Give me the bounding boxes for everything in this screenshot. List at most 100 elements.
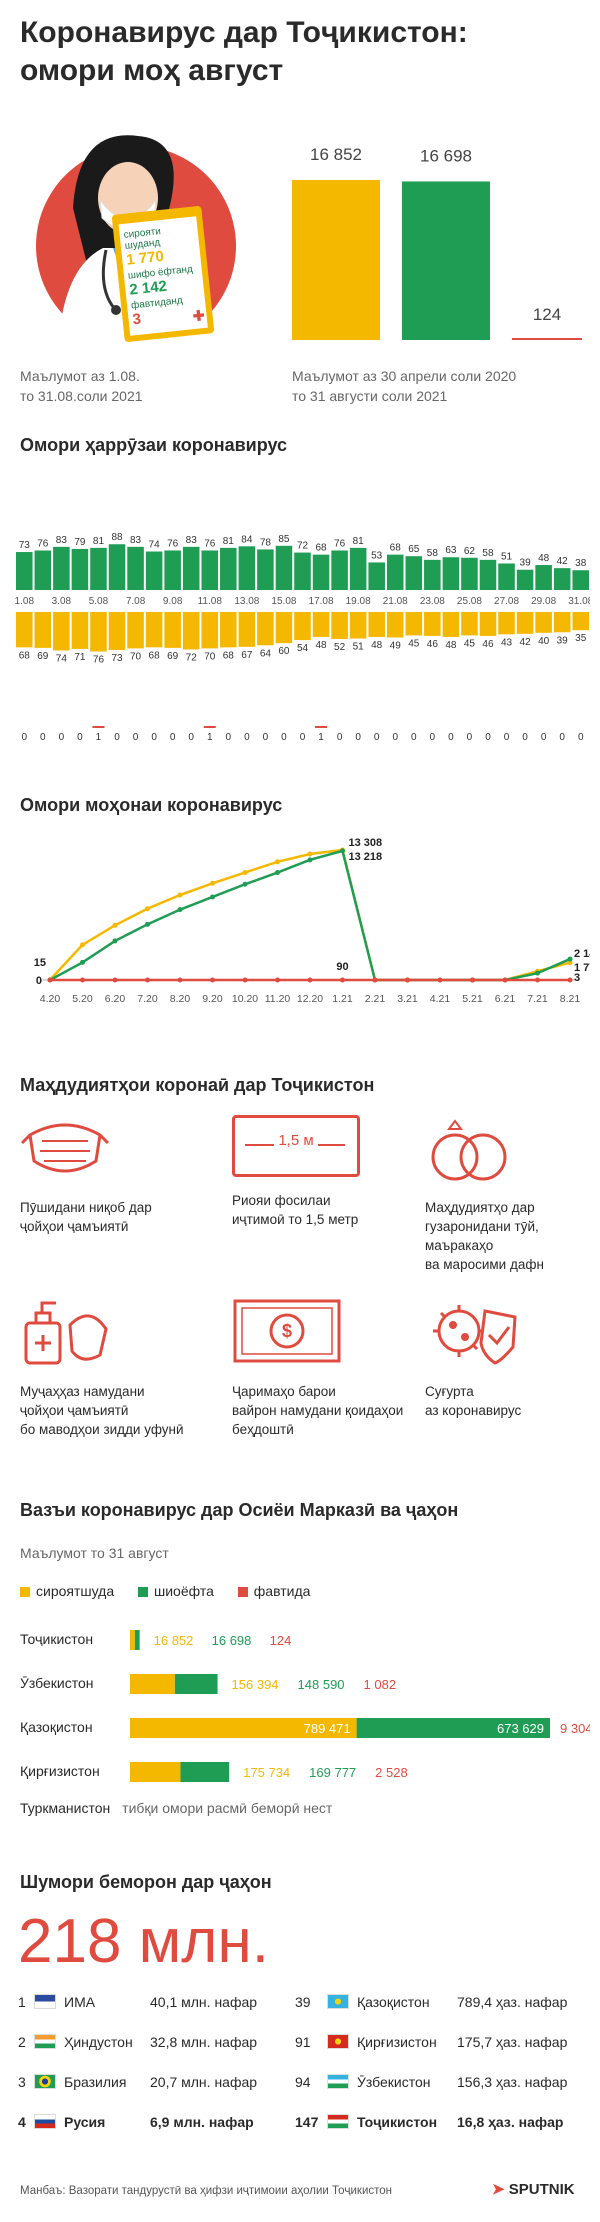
daily-recovered-bar [424, 559, 441, 590]
ca-deaths-value: 2 528 [375, 1765, 408, 1780]
monthly-x-label: 5.20 [72, 993, 93, 1005]
daily-recovered-label: 76 [167, 538, 179, 549]
monthly-x-label: 8.21 [560, 993, 581, 1005]
daily-infected-label: 45 [408, 638, 420, 649]
monthly-infected-line-point [210, 880, 215, 886]
daily-date-label: 27.08 [494, 596, 519, 607]
daily-infected-bar [349, 612, 367, 639]
daily-deaths-label: 1 [96, 732, 102, 743]
world-total: 218 млн. [18, 1907, 269, 1976]
daily-date-label: 3.08 [52, 596, 72, 607]
monthly-recovered-line-point [340, 848, 345, 854]
ca-infected-value: 789 471 [304, 1721, 351, 1736]
daily-recovered-bar [386, 554, 404, 590]
daily-recovered-bar [368, 562, 385, 590]
world-rank-number: 1 [18, 1994, 26, 2010]
world-country-name: Қазоқистон [357, 1994, 430, 2010]
daily-infected-label: 68 [149, 650, 161, 661]
world-ranking-right: 39 Қазоқистон 789,4 ҳаз. нафар 91 Қирғизисто… [295, 1990, 595, 2150]
daily-infected-bar [498, 612, 515, 635]
daily-recovered-label: 78 [260, 537, 272, 548]
monthly-infected-line [49, 848, 571, 982]
daily-deaths-label: 0 [244, 732, 250, 743]
monthly-deaths-line-point [535, 977, 540, 983]
daily-deaths-label: 0 [40, 732, 46, 743]
monthly-infected-line-point [145, 906, 150, 912]
daily-recovered-bar [71, 548, 89, 590]
legend-deaths: фавтида [253, 1583, 311, 1599]
flag-uz-icon [327, 2074, 349, 2089]
daily-deaths-label: 0 [541, 732, 547, 743]
daily-recovered-bar [108, 544, 126, 590]
daily-infected-label: 48 [445, 640, 457, 651]
restriction-fines: $ Ҷаримаҳо барои вайрон намудани қоидаҳо… [232, 1295, 412, 1439]
daily-recovered-bar [220, 547, 237, 590]
monthly-x-label: 4.20 [40, 993, 61, 1005]
daily-date-label: 1.08 [15, 596, 34, 607]
money-icon: $ [233, 1299, 341, 1363]
daily-infected-label: 70 [130, 651, 142, 662]
daily-infected-bar [220, 612, 237, 648]
world-rank-row: 4 Русия 6,9 млн. нафар [18, 2110, 288, 2150]
daily-deaths-label: 0 [430, 732, 436, 743]
daily-infected-label: 71 [74, 652, 86, 663]
world-country-name: Ӯзбекистон [357, 2074, 431, 2090]
world-country-value: 20,7 млн. нафар [150, 2074, 258, 2090]
daily-deaths-label: 0 [133, 732, 139, 743]
period-left: Маълумот аз 1.08. то 31.08.соли 2021 [20, 368, 143, 404]
world-rank-number: 4 [18, 2114, 26, 2130]
world-country-value: 40,1 млн. нафар [150, 1994, 258, 2010]
daily-recovered-label: 58 [427, 548, 439, 559]
daily-deaths-label: 0 [485, 732, 491, 743]
flag-ru-icon [34, 2114, 56, 2129]
daily-infected-bar [71, 612, 89, 649]
daily-deaths-label: 0 [392, 732, 398, 743]
daily-deaths-label: 0 [578, 732, 584, 743]
daily-deaths-label: 0 [504, 732, 510, 743]
flag-in-icon [34, 2034, 56, 2049]
daily-deaths-label: 0 [21, 732, 27, 743]
world-rank-number: 3 [18, 2074, 26, 2090]
monthly-recovered-line-point [210, 894, 215, 900]
daily-infected-label: 69 [37, 651, 49, 662]
daily-recovered-bar [201, 550, 219, 590]
ca-bar-recovered [134, 1630, 140, 1650]
daily-recovered-label: 73 [19, 540, 31, 551]
daily-infected-label: 64 [260, 648, 272, 659]
daily-infected-label: 70 [204, 651, 216, 662]
ca-recovered-value: 169 777 [309, 1765, 356, 1780]
monthly-x-label: 11.20 [265, 993, 291, 1005]
world-rank-number: 94 [295, 2074, 311, 2090]
daily-recovered-bar [294, 552, 311, 590]
daily-recovered-label: 88 [111, 532, 123, 543]
world-rank-row: 91 Қирғизистон 175,7 ҳаз. нафар [295, 2030, 595, 2070]
monthly-annot-recovered-peak: 13 218 [349, 851, 383, 863]
daily-infected-bar [461, 612, 478, 636]
daily-infected-label: 74 [56, 653, 68, 664]
ca-bar-infected [130, 1762, 181, 1782]
flag-br-icon [34, 2074, 56, 2089]
daily-infected-bar [368, 612, 385, 637]
monthly-deaths-line-point [112, 977, 118, 983]
daily-infected-label: 52 [334, 642, 346, 653]
daily-recovered-bar [182, 546, 200, 590]
daily-deaths-label: 0 [114, 732, 120, 743]
daily-recovered-label: 68 [390, 543, 402, 554]
daily-infected-label: 68 [19, 650, 31, 661]
world-rank-number: 147 [295, 2114, 319, 2130]
daily-deaths-label: 0 [300, 732, 306, 743]
world-country-value: 6,9 млн. нафар [150, 2114, 254, 2130]
central-asia-title: Вазъи коронавирус дар Осиёи Марказӣ ва ҷ… [20, 1500, 459, 1520]
daily-deaths-label: 0 [151, 732, 157, 743]
monthly-infected-line-point [80, 942, 85, 948]
daily-recovered-label: 62 [464, 546, 476, 557]
daily-recovered-bar [405, 556, 423, 590]
daily-deaths-label: 0 [411, 732, 417, 743]
monthly-annot-end-recovered: 2 142 [574, 948, 590, 960]
totals-bar-deaths [512, 338, 582, 340]
monthly-recovered-line-point [535, 970, 540, 976]
monthly-annot-end-deaths: 3 [574, 972, 580, 984]
daily-recovered-bar [312, 554, 330, 590]
ca-country-name: Қазоқистон [20, 1719, 93, 1735]
world-country-value: 175,7 ҳаз. нафар [457, 2034, 568, 2050]
